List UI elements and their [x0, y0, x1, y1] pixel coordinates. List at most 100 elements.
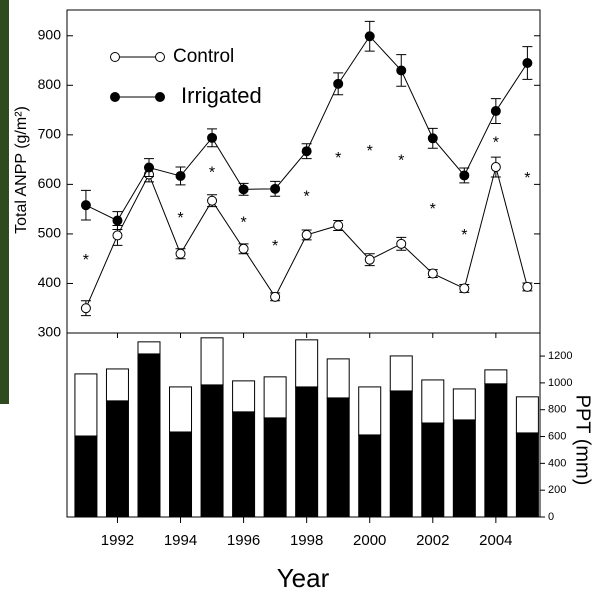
x-axis-label: Year: [277, 563, 330, 593]
y2-tick-label: 800: [548, 404, 566, 416]
legend-marker: [155, 92, 165, 102]
point: [112, 230, 123, 241]
y-tick-label: 700: [38, 126, 62, 142]
point: [333, 220, 344, 231]
bar: [421, 422, 445, 518]
point: [427, 133, 438, 144]
bar: [169, 431, 193, 518]
y2-tick-label: 400: [548, 457, 566, 469]
legend-label: Control: [173, 46, 234, 67]
bar: [200, 337, 224, 386]
x-tick-label: 1996: [227, 532, 260, 549]
legend-label: Irrigated: [181, 83, 262, 108]
bar: [169, 386, 193, 433]
photo-strip: [0, 0, 9, 404]
bar: [484, 383, 508, 518]
point: [364, 31, 375, 42]
bar: [421, 379, 445, 424]
y-tick-label: 600: [38, 175, 62, 191]
y-tick-label: 500: [38, 225, 62, 241]
significance-marker: *: [493, 134, 499, 151]
point: [459, 170, 470, 181]
point: [175, 170, 186, 181]
bar: [515, 432, 539, 518]
point: [143, 162, 154, 173]
y-tick-label: 800: [38, 76, 62, 92]
bar: [295, 386, 319, 518]
significance-marker: *: [240, 214, 246, 231]
bar: [452, 388, 476, 421]
x-tick-label: 2004: [479, 532, 512, 549]
x-tick-label: 1998: [290, 532, 323, 549]
y2-tick-label: 0: [548, 511, 554, 523]
y2-axis-label: PPT (mm): [572, 395, 594, 486]
point: [238, 243, 249, 254]
significance-marker: *: [272, 238, 278, 255]
point: [490, 162, 501, 173]
bar: [263, 376, 287, 419]
bar: [358, 386, 382, 436]
significance-marker: *: [524, 170, 530, 187]
y-tick-label: 300: [38, 324, 62, 340]
significance-marker: *: [398, 152, 404, 169]
bar: [137, 353, 161, 518]
point: [112, 215, 123, 226]
y-tick-label: 400: [38, 274, 62, 290]
bar: [358, 434, 382, 518]
point: [301, 229, 312, 240]
point: [301, 146, 312, 157]
bar: [200, 384, 224, 518]
point: [490, 106, 501, 117]
bar: [74, 435, 98, 518]
point: [396, 65, 407, 76]
y-tick-label: 900: [38, 26, 62, 42]
point: [459, 283, 470, 294]
y2-tick-label: 1200: [548, 350, 572, 362]
point: [427, 268, 438, 279]
bar: [232, 380, 256, 413]
point: [80, 303, 91, 314]
x-tick-label: 2002: [416, 532, 449, 549]
legend-marker: [110, 52, 120, 62]
legend-marker: [155, 52, 165, 62]
bar: [452, 419, 476, 518]
bar: [232, 411, 256, 518]
bar: [326, 358, 350, 399]
significance-marker: *: [83, 252, 89, 269]
significance-marker: *: [335, 150, 341, 167]
bar: [105, 368, 129, 402]
y-axis-label: Total ANPP (g/m²): [13, 106, 30, 234]
point: [270, 183, 281, 194]
bar: [389, 390, 413, 518]
y2-tick-label: 1000: [548, 377, 572, 389]
point: [396, 238, 407, 249]
point: [270, 291, 281, 302]
significance-marker: *: [304, 188, 310, 205]
y2-tick-label: 200: [548, 484, 566, 496]
point: [333, 78, 344, 89]
y2-tick-label: 600: [548, 430, 566, 442]
point: [522, 281, 533, 292]
significance-marker: *: [461, 227, 467, 244]
point: [364, 254, 375, 265]
bar: [515, 396, 539, 434]
bar: [105, 400, 129, 518]
bar: [137, 341, 161, 355]
x-tick-label: 1992: [101, 532, 134, 549]
x-tick-label: 1994: [164, 532, 197, 549]
point: [207, 132, 218, 143]
significance-marker: *: [367, 143, 373, 160]
point: [80, 200, 91, 211]
bar: [484, 369, 508, 385]
significance-marker: *: [430, 201, 436, 218]
significance-marker: *: [209, 164, 215, 181]
bar: [263, 417, 287, 518]
legend-marker: [110, 92, 120, 102]
significance-marker: *: [177, 210, 183, 227]
bar: [389, 355, 413, 392]
bar: [74, 373, 98, 437]
point: [238, 184, 249, 195]
point: [522, 58, 533, 69]
